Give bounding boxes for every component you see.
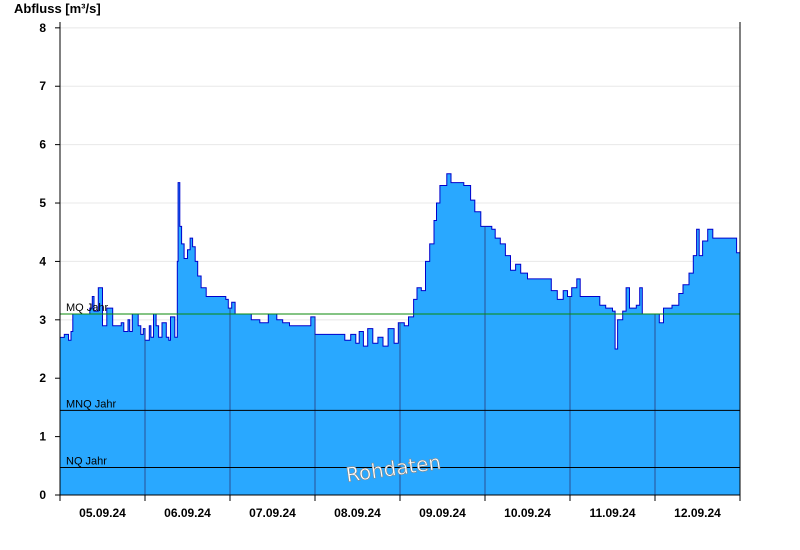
x-tick-label-07.09.24: 07.09.24: [249, 506, 296, 520]
y-tick-label-5: 5: [39, 196, 46, 210]
x-tick-labels: 05.09.24 06.09.24 07.09.24 08.09.24 09.09.24…: [79, 506, 721, 520]
y-tick-label-4: 4: [39, 254, 46, 268]
y-tick-label-7: 7: [39, 79, 46, 93]
x-tick-label-11.09.24: 11.09.24: [589, 506, 635, 520]
ref-label-mnq-jahr: MNQ Jahr: [66, 398, 116, 410]
x-tick-label-08.09.24: 08.09.24: [334, 506, 381, 520]
y-tick-labels: 0 1 2 3 4 5 6 7 8: [39, 21, 46, 502]
x-tick-label-05.09.24: 05.09.24: [79, 506, 126, 520]
y-tick-label-3: 3: [39, 313, 46, 327]
x-tick-label-10.09.24: 10.09.24: [504, 506, 551, 520]
axes: [55, 22, 741, 501]
y-tick-label-6: 6: [39, 138, 46, 152]
y-tick-label-2: 2: [39, 371, 46, 385]
y-tick-label-0: 0: [39, 488, 46, 502]
x-tick-label-06.09.24: 06.09.24: [164, 506, 211, 520]
x-tick-label-12.09.24: 12.09.24: [674, 506, 721, 520]
reference-lines: MQ Jahr MNQ Jahr NQ Jahr: [60, 302, 740, 469]
y-axis-title: Abfluss [m³/s]: [14, 1, 101, 16]
y-tick-label-1: 1: [39, 430, 46, 444]
y-tick-label-8: 8: [39, 21, 46, 35]
discharge-line: [60, 173, 741, 350]
ref-label-mq-jahr: MQ Jahr: [66, 302, 109, 314]
x-tick-label-09.09.24: 09.09.24: [419, 506, 466, 520]
ref-label-nq-jahr: NQ Jahr: [66, 456, 107, 468]
